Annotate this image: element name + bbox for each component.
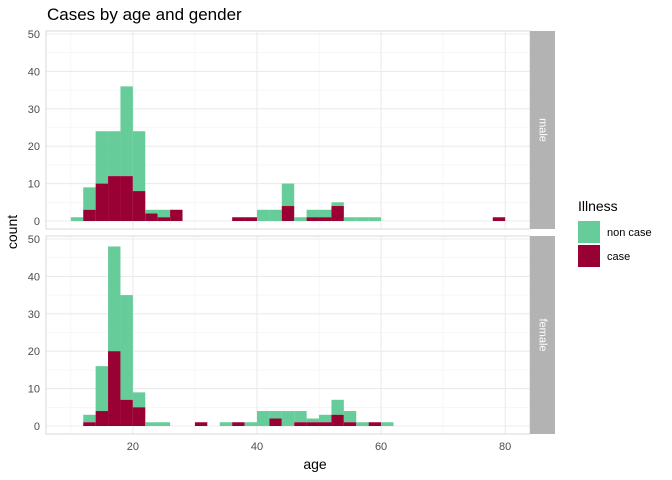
y-tick-label: 10	[28, 384, 40, 396]
x-tick-label: 60	[375, 441, 387, 453]
bar-case	[145, 213, 158, 221]
bar-non-case	[269, 209, 282, 221]
x-tick-label: 20	[127, 441, 139, 453]
bar-non-case	[132, 392, 146, 408]
bar-non-case	[281, 411, 295, 426]
x-axis-title: age	[303, 456, 327, 472]
x-tick-label: 40	[251, 441, 263, 453]
bar-case	[108, 176, 121, 221]
bar-non-case	[256, 411, 270, 426]
x-tick-label: 80	[499, 441, 511, 453]
legend-label: non case	[607, 227, 652, 239]
y-tick-label: 30	[28, 309, 40, 321]
bar-non-case	[331, 202, 344, 207]
bar-case	[108, 351, 121, 426]
y-axis-title: count	[4, 215, 20, 249]
bar-non-case	[356, 217, 369, 221]
bar-non-case	[120, 295, 133, 400]
bar-non-case	[281, 183, 295, 207]
y-tick-label: 30	[28, 104, 40, 116]
legend-label: case	[607, 251, 630, 263]
y-tick-label: 10	[28, 179, 40, 191]
bar-case	[343, 422, 357, 426]
bar-non-case	[145, 422, 158, 426]
facet-strip	[530, 236, 555, 434]
legend: Illness non case case	[578, 198, 652, 267]
legend-key-non-case	[578, 221, 600, 243]
bar-non-case	[120, 86, 133, 177]
bar-case	[132, 407, 146, 426]
y-tick-label: 20	[28, 346, 40, 358]
bar-non-case	[70, 217, 84, 221]
bar-non-case	[132, 131, 146, 192]
y-tick-label: 20	[28, 141, 40, 153]
bar-non-case	[356, 422, 369, 426]
bar-non-case	[219, 422, 233, 426]
bar-case	[95, 183, 109, 221]
bar-non-case	[244, 422, 257, 426]
bar-non-case	[157, 209, 171, 218]
bar-non-case	[95, 131, 109, 184]
y-tick-label: 0	[34, 216, 40, 228]
legend-title: Illness	[578, 198, 618, 214]
facet-panel-male: 0 10 20 30 40 50 male	[28, 29, 555, 230]
bar-case	[281, 206, 295, 221]
bar-case	[319, 422, 332, 426]
y-tick-label: 50	[28, 29, 40, 41]
bar-non-case	[145, 209, 158, 214]
bar-non-case	[157, 422, 171, 426]
bar-non-case	[83, 187, 96, 210]
bar-case	[120, 399, 133, 426]
bar-non-case	[108, 246, 121, 352]
bar-case	[331, 414, 344, 426]
bar-non-case	[108, 131, 121, 177]
bar-case	[492, 217, 506, 221]
bar-non-case	[83, 414, 96, 423]
bar-case	[157, 217, 171, 221]
bar-case	[232, 217, 245, 221]
bar-case	[83, 209, 96, 221]
bar-case	[83, 422, 96, 426]
facet-panel-female: 0 10 20 30 40 50 female	[28, 234, 555, 435]
bar-non-case	[343, 411, 357, 423]
bar-case	[95, 411, 109, 426]
bar-non-case	[294, 411, 307, 423]
bar-non-case	[306, 209, 320, 218]
bar-non-case	[381, 422, 394, 426]
bar-case	[306, 422, 320, 426]
y-tick-label: 40	[28, 271, 40, 283]
bar-case	[170, 209, 183, 221]
y-tick-label: 50	[28, 234, 40, 246]
legend-key-case	[578, 245, 600, 267]
bar-non-case	[343, 217, 357, 221]
y-tick-label: 40	[28, 66, 40, 78]
bar-case	[194, 422, 208, 426]
bar-case	[244, 217, 257, 221]
bar-case	[294, 422, 307, 426]
facet-strip	[530, 31, 555, 229]
bar-case	[368, 422, 382, 426]
bar-non-case	[319, 209, 332, 218]
facet-strip-label: male	[537, 118, 549, 142]
bar-case	[306, 217, 320, 221]
bar-non-case	[368, 217, 382, 221]
bar-non-case	[294, 217, 307, 221]
bar-non-case	[331, 399, 344, 415]
bar-non-case	[256, 209, 270, 221]
facet-strip-label: female	[537, 318, 549, 351]
bar-case	[319, 217, 332, 221]
bar-case	[120, 176, 133, 221]
bar-case	[132, 191, 146, 221]
bar-non-case	[95, 366, 109, 412]
bar-non-case	[269, 411, 282, 419]
y-tick-label: 0	[34, 421, 40, 433]
bar-non-case	[319, 414, 332, 423]
bar-case	[232, 422, 245, 426]
bar-case	[269, 418, 282, 426]
bar-case	[331, 206, 344, 221]
bar-non-case	[306, 418, 320, 423]
chart-title: Cases by age and gender	[47, 5, 242, 24]
